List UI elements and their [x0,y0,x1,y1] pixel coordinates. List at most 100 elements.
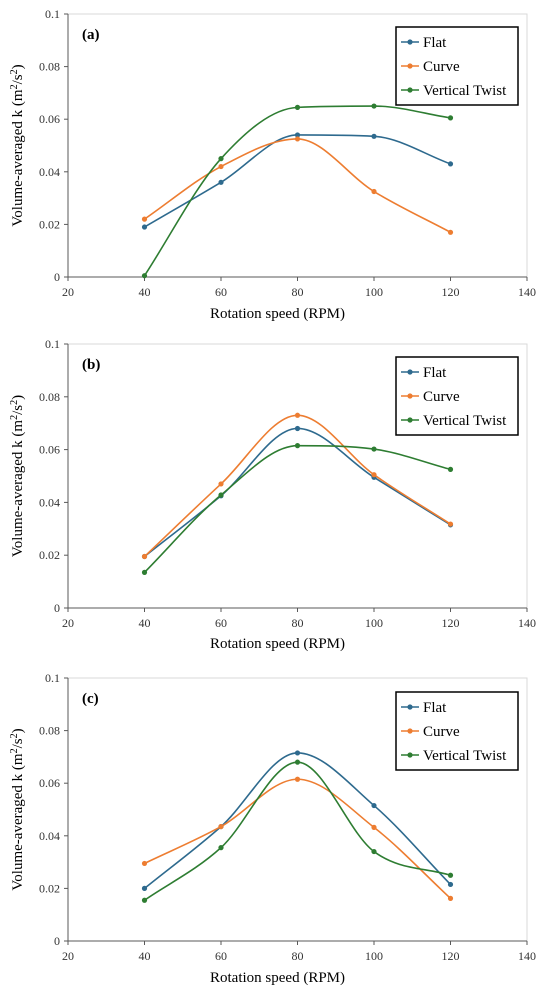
x-axis-title: Rotation speed (RPM) [210,970,345,986]
data-point-flat [294,425,301,432]
data-point-vertical-twist [141,569,148,575]
data-point-curve [141,216,148,222]
data-point-curve [294,776,301,782]
y-tick-label: 0.02 [39,548,60,562]
x-tick-label: 100 [365,949,383,963]
x-tick-label: 60 [215,285,227,299]
data-point-vertical-twist [371,446,377,452]
y-axis-title: Volume-averaged k (m2/s2) [9,395,27,557]
data-point-flat [141,885,148,891]
data-point-curve [447,229,454,235]
series-line-vertical-twist [143,444,451,573]
chart-panel-a: 0 0.02 0.04 0.06 0.08 0.1 20 40 60 80 100 120 140 Rot… [0,0,550,330]
data-point-vertical-twist [141,273,148,279]
legend-label-curve: Curve [423,59,460,75]
legend-marker-vertical-twist [407,87,413,93]
y-tick-label: 0.1 [45,337,60,351]
x-tick-label: 40 [139,285,151,299]
y-tick-label: 0 [54,270,60,284]
series-line-flat [143,752,452,890]
y-tick-label: 0.04 [39,165,60,179]
x-axis-title: Rotation speed (RPM) [210,636,345,652]
x-tick-label: 100 [365,616,383,630]
y-tick-label: 0.06 [39,776,60,790]
data-point-curve [218,163,224,170]
panel-label: (b) [82,357,100,373]
y-tick-label: 0.1 [45,671,60,685]
data-point-curve [371,824,377,830]
data-point-curve [447,521,454,527]
data-point-flat [447,161,454,167]
data-point-curve [371,188,377,195]
x-tick-label: 120 [442,285,460,299]
x-tick-label: 140 [518,616,536,630]
y-tick-label: 0.04 [39,829,60,843]
data-point-flat [294,750,301,756]
y-tick-label: 0.08 [39,724,60,738]
y-tick-label: 0.04 [39,495,60,509]
legend-marker-curve [407,728,413,734]
data-point-curve [371,472,377,478]
panel-label: (a) [82,27,100,43]
data-point-vertical-twist [218,492,224,498]
x-tick-label: 20 [62,285,74,299]
x-tick-label: 20 [62,949,74,963]
series-line-flat [144,134,451,228]
x-tick-label: 100 [365,285,383,299]
y-tick-label: 0 [54,601,60,615]
legend-label-vertical-twist: Vertical Twist [423,413,507,429]
data-point-curve [447,895,454,901]
y-tick-label: 0.02 [39,881,60,895]
x-tick-label: 80 [292,949,304,963]
legend-label-flat: Flat [423,365,447,381]
y-tick-label: 0.06 [39,112,60,126]
y-tick-label: 0 [54,934,60,948]
legend-marker-flat [407,369,413,375]
x-tick-label: 60 [215,949,227,963]
x-tick-label: 80 [292,616,304,630]
data-point-vertical-twist [141,897,148,903]
data-point-flat [218,179,224,185]
chart-panel-c: 0 0.02 0.04 0.06 0.08 0.1 20 40 60 80 100 120 140 Rot… [0,660,550,991]
legend-label-vertical-twist: Vertical Twist [423,83,507,99]
y-tick-label: 0.08 [39,60,60,74]
x-tick-label: 80 [292,285,304,299]
data-point-curve [141,553,148,560]
chart-svg-a: 0 0.02 0.04 0.06 0.08 0.1 20 40 60 80 100 120 140 Rot… [9,7,537,322]
x-tick-label: 20 [62,616,74,630]
data-point-vertical-twist [371,848,377,855]
legend-marker-curve [407,63,413,69]
y-tick-label: 0.08 [39,390,60,404]
data-point-curve [294,136,301,142]
data-point-curve [141,860,148,867]
data-point-curve [218,823,224,830]
legend-marker-vertical-twist [407,417,413,423]
data-point-vertical-twist [294,443,301,449]
chart-svg-c: 0 0.02 0.04 0.06 0.08 0.1 20 40 60 80 100 120 140 Rot… [9,671,537,986]
series-line-curve [144,778,452,899]
x-tick-label: 140 [518,949,536,963]
y-tick-label: 0.02 [39,217,60,231]
data-point-vertical-twist [218,845,224,851]
y-tick-label: 0.1 [45,7,60,21]
data-point-curve [294,412,301,418]
panel-label: (c) [82,691,99,707]
x-tick-label: 120 [442,949,460,963]
data-point-vertical-twist [447,115,454,121]
data-point-vertical-twist [294,104,301,110]
legend-marker-curve [407,393,413,399]
x-axis-title: Rotation speed (RPM) [210,306,345,322]
x-tick-label: 60 [215,616,227,630]
data-point-curve [218,481,224,487]
data-point-vertical-twist [447,872,454,878]
data-point-flat [447,881,454,888]
data-point-vertical-twist [218,156,224,162]
x-tick-label: 140 [518,285,536,299]
legend-label-curve: Curve [423,724,460,740]
data-point-flat [371,133,377,139]
legend-label-curve: Curve [423,389,460,405]
data-point-flat [294,132,301,138]
legend-label-vertical-twist: Vertical Twist [423,748,507,764]
data-point-vertical-twist [447,466,454,472]
x-tick-label: 40 [139,949,151,963]
